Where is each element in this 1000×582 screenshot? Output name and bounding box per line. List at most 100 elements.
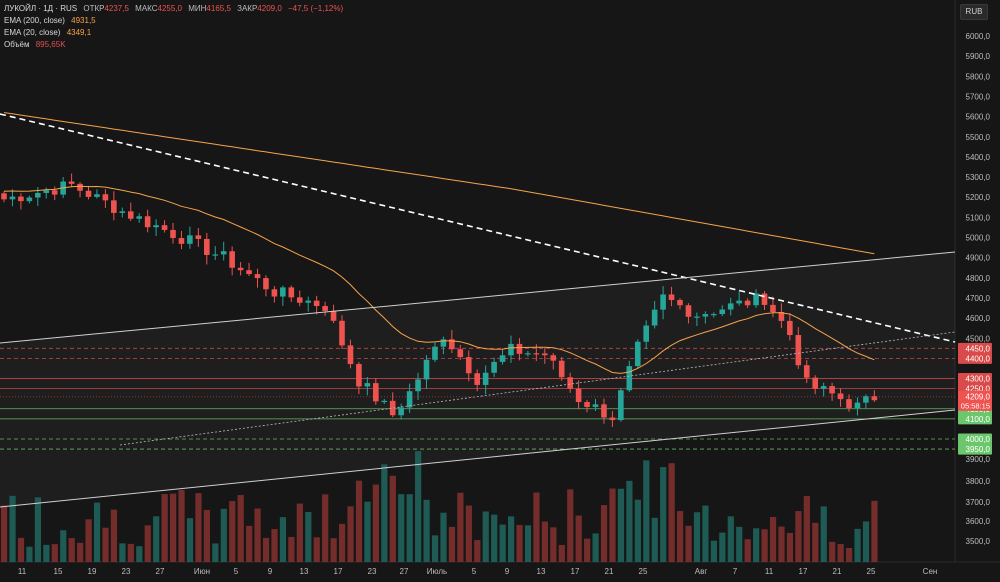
candle-body bbox=[863, 396, 869, 403]
level-tag-label: 4250,0 bbox=[966, 385, 991, 394]
date-axis-label: Июль bbox=[427, 567, 447, 576]
candle-body bbox=[846, 399, 852, 409]
ema200-row[interactable]: EMA (200, close) 4931,5 bbox=[4, 16, 96, 25]
candle-body bbox=[161, 225, 168, 230]
volume-bar bbox=[355, 480, 363, 562]
candle-body bbox=[330, 310, 337, 321]
candle-body bbox=[787, 320, 793, 336]
volume-bar bbox=[93, 502, 101, 562]
date-axis-label: 7 bbox=[733, 567, 738, 576]
candle-body bbox=[43, 190, 50, 193]
volume-bar bbox=[347, 506, 354, 562]
price-axis-label: 4800,0 bbox=[966, 274, 991, 283]
volume-bar bbox=[499, 524, 506, 562]
candle-body bbox=[26, 197, 33, 202]
candle-body bbox=[389, 400, 396, 416]
volume-bar bbox=[170, 493, 177, 562]
candle-body bbox=[373, 383, 379, 402]
candle-body bbox=[533, 353, 540, 355]
volume-bar bbox=[279, 517, 287, 562]
date-axis-label: 15 bbox=[54, 567, 63, 576]
volume-bar bbox=[600, 505, 608, 562]
volume-bar bbox=[812, 522, 819, 562]
date-axis-label: 17 bbox=[334, 567, 343, 576]
candle-body bbox=[263, 278, 269, 290]
volume-bar bbox=[474, 540, 481, 562]
price-axis-label: 4600,0 bbox=[966, 314, 991, 323]
candle-body bbox=[837, 393, 844, 400]
change-value: −47,5 (−1,12%) bbox=[288, 4, 344, 13]
ema20-line bbox=[3, 185, 875, 374]
volume-bar bbox=[186, 518, 194, 562]
candle-body bbox=[482, 372, 489, 385]
candle-body bbox=[711, 314, 717, 316]
candle-body bbox=[719, 309, 726, 315]
price-axis-label: 6000,0 bbox=[966, 32, 991, 41]
candle-body bbox=[364, 383, 371, 387]
volume-bar bbox=[322, 494, 329, 562]
volume-bar bbox=[339, 523, 346, 562]
price-axis-label: 5900,0 bbox=[966, 52, 991, 61]
price-axis-label: 3900,0 bbox=[966, 455, 991, 464]
candle-body bbox=[558, 360, 565, 378]
price-axis-label: 5100,0 bbox=[966, 213, 991, 222]
volume-bar bbox=[567, 489, 574, 562]
volume-bar bbox=[491, 514, 498, 562]
volume-bar bbox=[144, 525, 151, 562]
volume-bar bbox=[313, 537, 320, 562]
volume-row[interactable]: Объём 895,65K bbox=[4, 40, 66, 49]
volume-bar bbox=[415, 451, 422, 562]
candle-body bbox=[668, 294, 675, 301]
volume-bar bbox=[77, 542, 84, 562]
volume-bar bbox=[398, 494, 405, 562]
volume-bar bbox=[617, 488, 625, 562]
volume-bar bbox=[406, 494, 413, 562]
volume-bar bbox=[1, 505, 8, 562]
volume-bar bbox=[153, 516, 160, 562]
candle-body bbox=[854, 402, 861, 409]
candle-body bbox=[744, 300, 751, 306]
candle-body bbox=[457, 349, 464, 358]
candle-body bbox=[778, 312, 785, 321]
level-tag bbox=[958, 373, 992, 385]
volume-bar bbox=[693, 512, 701, 562]
ema200-line bbox=[3, 112, 875, 255]
price-axis-label: 5800,0 bbox=[966, 72, 991, 81]
volume-bar bbox=[702, 505, 709, 562]
volume-bar bbox=[803, 496, 810, 562]
volume-bar bbox=[203, 509, 210, 562]
candle-body bbox=[170, 229, 176, 239]
ema20-row[interactable]: EMA (20, close) 4349,1 bbox=[4, 28, 92, 37]
candle-body bbox=[474, 373, 480, 385]
candle-body bbox=[127, 211, 134, 219]
currency-button[interactable]: RUB bbox=[960, 4, 988, 20]
volume-bar bbox=[660, 467, 667, 562]
level-tag bbox=[958, 413, 992, 425]
level-tag-label: 4300,0 bbox=[966, 375, 991, 384]
volume-bar bbox=[516, 524, 523, 562]
candle-body bbox=[347, 345, 354, 365]
candle-body bbox=[119, 211, 126, 213]
candle-body bbox=[829, 386, 835, 394]
price-axis-label: 3600,0 bbox=[966, 517, 991, 526]
symbol-title[interactable]: ЛУКОЙЛ · 1Д · RUS bbox=[4, 4, 78, 13]
current-price-tag bbox=[958, 390, 992, 411]
date-axis-label: 23 bbox=[368, 567, 377, 576]
candle-body bbox=[85, 190, 92, 197]
price-axis-label: 3500,0 bbox=[966, 537, 991, 546]
volume-bar bbox=[26, 546, 33, 562]
candle-body bbox=[753, 293, 759, 306]
candle-body bbox=[153, 225, 159, 228]
candle-body bbox=[660, 294, 666, 310]
volume-bar bbox=[212, 543, 219, 562]
close-value: 4209,0 bbox=[257, 4, 282, 13]
candle-body bbox=[432, 346, 438, 360]
volume-bar bbox=[862, 521, 870, 562]
level-tag-label: 4000,0 bbox=[966, 435, 991, 444]
volume-bar bbox=[448, 526, 456, 562]
level-tag bbox=[958, 352, 992, 364]
date-axis-label: 21 bbox=[833, 567, 842, 576]
candle-body bbox=[736, 300, 742, 304]
candle-body bbox=[229, 251, 235, 268]
